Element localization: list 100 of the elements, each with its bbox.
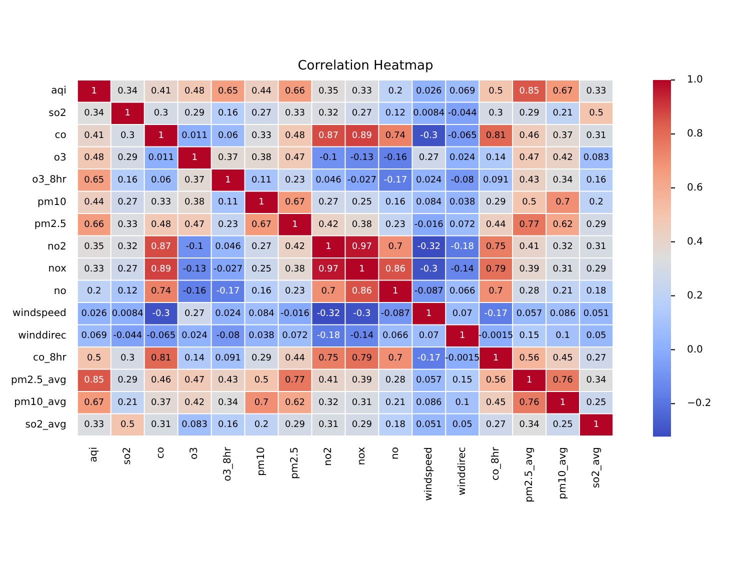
data-label: 0.25 [552,420,573,430]
data-label: -0.087 [380,308,410,319]
data-label: 0.32 [552,242,573,252]
data-label: 0.38 [251,153,272,164]
data-label: -0.13 [350,153,374,164]
data-label: 0.81 [151,353,172,364]
data-label: 0.81 [486,130,506,141]
data-label: 0.67 [552,86,573,96]
data-label: 0.33 [251,130,272,141]
data-label: 0.06 [218,130,238,141]
data-label: 0.29 [352,420,372,430]
data-label: -0.08 [450,175,474,186]
data-label: 0.34 [552,175,574,186]
data-label: 0.16 [586,175,607,186]
data-label: 1 [492,353,499,364]
data-label: -0.08 [216,331,240,342]
data-label: 0.024 [416,175,442,186]
data-label: 0.024 [215,308,242,319]
data-label: 0.069 [449,86,476,96]
data-label: 0.5 [254,376,269,386]
data-label: -0.027 [347,175,376,186]
y-tick-label: nox [48,264,66,275]
y-tick-label: pm2.5_avg [10,374,66,386]
color-bar-label: 1.0 [687,74,703,86]
data-label: 0.48 [84,153,104,164]
data-label: 0.14 [486,153,506,164]
data-label: 0.27 [184,308,205,319]
data-label: 0.3 [154,108,168,119]
x-tick-label: winddirec [456,447,468,496]
data-label: 1 [292,220,298,230]
data-label: 0.44 [84,198,104,208]
data-label: 0.083 [182,420,208,430]
data-label: 0.31 [586,242,606,252]
data-label: 0.091 [215,353,241,364]
data-label: 0.31 [552,264,573,274]
data-label: 0.06 [151,175,172,186]
data-label: -0.044 [113,331,142,342]
data-label: 0.44 [284,353,306,364]
data-label: 0.86 [385,264,406,274]
data-label: 0.7 [388,353,403,364]
data-label: 0.62 [552,220,573,230]
data-label: 0.41 [151,86,172,96]
data-label: 0.12 [118,286,138,297]
data-label: 0.2 [254,420,269,430]
data-label: 0.85 [519,86,540,96]
data-label: 0.0084 [112,308,144,319]
data-label: 0.1 [556,331,570,342]
data-label: 0.21 [385,398,406,408]
data-label: 0.07 [418,331,439,342]
y-tick-label: windspeed [12,308,66,320]
data-label: 0.038 [248,331,275,342]
data-label: -0.14 [450,264,474,274]
data-label: 0.3 [488,108,503,119]
data-label: 0.14 [184,353,205,364]
data-label: 0.31 [318,420,338,430]
data-label: 0.32 [118,242,138,252]
data-label: 0.29 [118,376,138,386]
data-label: 0.28 [385,376,406,386]
data-label: 0.7 [556,198,570,208]
data-label: 0.32 [318,398,338,408]
data-label: 0.29 [118,153,138,164]
data-label: -0.17 [417,353,441,364]
data-label: 0.47 [519,153,540,164]
data-label: 0.16 [251,286,272,297]
data-label: 0.37 [552,130,573,141]
y-tick-label: co [54,130,66,142]
data-label: 0.39 [352,376,372,386]
data-label: 1 [392,286,398,297]
data-label: 0.5 [589,108,604,119]
data-label: 1 [459,331,466,342]
y-tick-label: so2_avg [25,419,66,430]
color-bar-label: 0.4 [687,236,703,248]
data-label: 0.42 [284,242,305,252]
data-label: 0.42 [184,398,205,408]
data-label: 0.39 [519,264,540,274]
data-label: 0.27 [118,198,138,208]
data-label: 0.41 [318,376,338,386]
data-label: 0.76 [552,376,574,386]
data-label: 0.29 [184,108,205,119]
data-label: 0.3 [120,130,135,141]
data-label: 0.44 [251,86,272,96]
data-label: 0.5 [488,86,503,96]
data-label: 0.27 [418,153,439,164]
data-label: 0.27 [486,420,506,430]
data-label: 0.084 [248,308,275,319]
data-label: 0.051 [416,420,442,430]
data-label: 0.37 [151,398,172,408]
data-label: 0.11 [251,175,272,186]
data-label: 0.31 [151,420,172,430]
data-label: 0.7 [254,398,269,408]
data-label: 0.34 [586,376,607,386]
data-label: 0.05 [586,331,606,342]
data-label: 0.47 [184,220,205,230]
x-tick-label: so2 [122,447,134,465]
data-label: 0.2 [388,86,403,96]
data-label: 0.5 [120,420,135,430]
data-label: 1 [593,420,600,430]
data-label: 0.37 [184,175,205,186]
data-label: 0.2 [86,286,102,297]
data-label: 0.97 [318,264,338,274]
